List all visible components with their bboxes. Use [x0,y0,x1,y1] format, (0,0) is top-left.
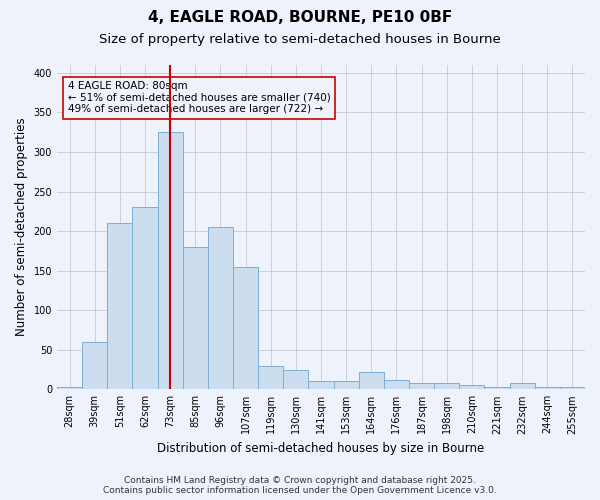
Text: 4 EAGLE ROAD: 80sqm
← 51% of semi-detached houses are smaller (740)
49% of semi-: 4 EAGLE ROAD: 80sqm ← 51% of semi-detach… [68,81,331,114]
Bar [233,266,258,390]
Bar [133,208,158,390]
Bar [308,382,334,390]
Bar [82,342,107,390]
Bar [384,380,409,390]
Bar [409,383,434,390]
Bar [158,132,183,390]
Bar [107,223,133,390]
Bar [183,247,208,390]
Bar [334,382,359,390]
Bar [484,387,509,390]
Bar [459,386,484,390]
Text: Size of property relative to semi-detached houses in Bourne: Size of property relative to semi-detach… [99,32,501,46]
Bar [208,227,233,390]
Bar [535,387,560,390]
Text: 4, EAGLE ROAD, BOURNE, PE10 0BF: 4, EAGLE ROAD, BOURNE, PE10 0BF [148,10,452,25]
Bar [434,383,459,390]
Text: Contains HM Land Registry data © Crown copyright and database right 2025.
Contai: Contains HM Land Registry data © Crown c… [103,476,497,495]
Bar [509,383,535,390]
Bar [283,370,308,390]
X-axis label: Distribution of semi-detached houses by size in Bourne: Distribution of semi-detached houses by … [157,442,485,455]
Bar [57,387,82,390]
Bar [359,372,384,390]
Bar [258,366,283,390]
Y-axis label: Number of semi-detached properties: Number of semi-detached properties [15,118,28,336]
Bar [560,387,585,390]
